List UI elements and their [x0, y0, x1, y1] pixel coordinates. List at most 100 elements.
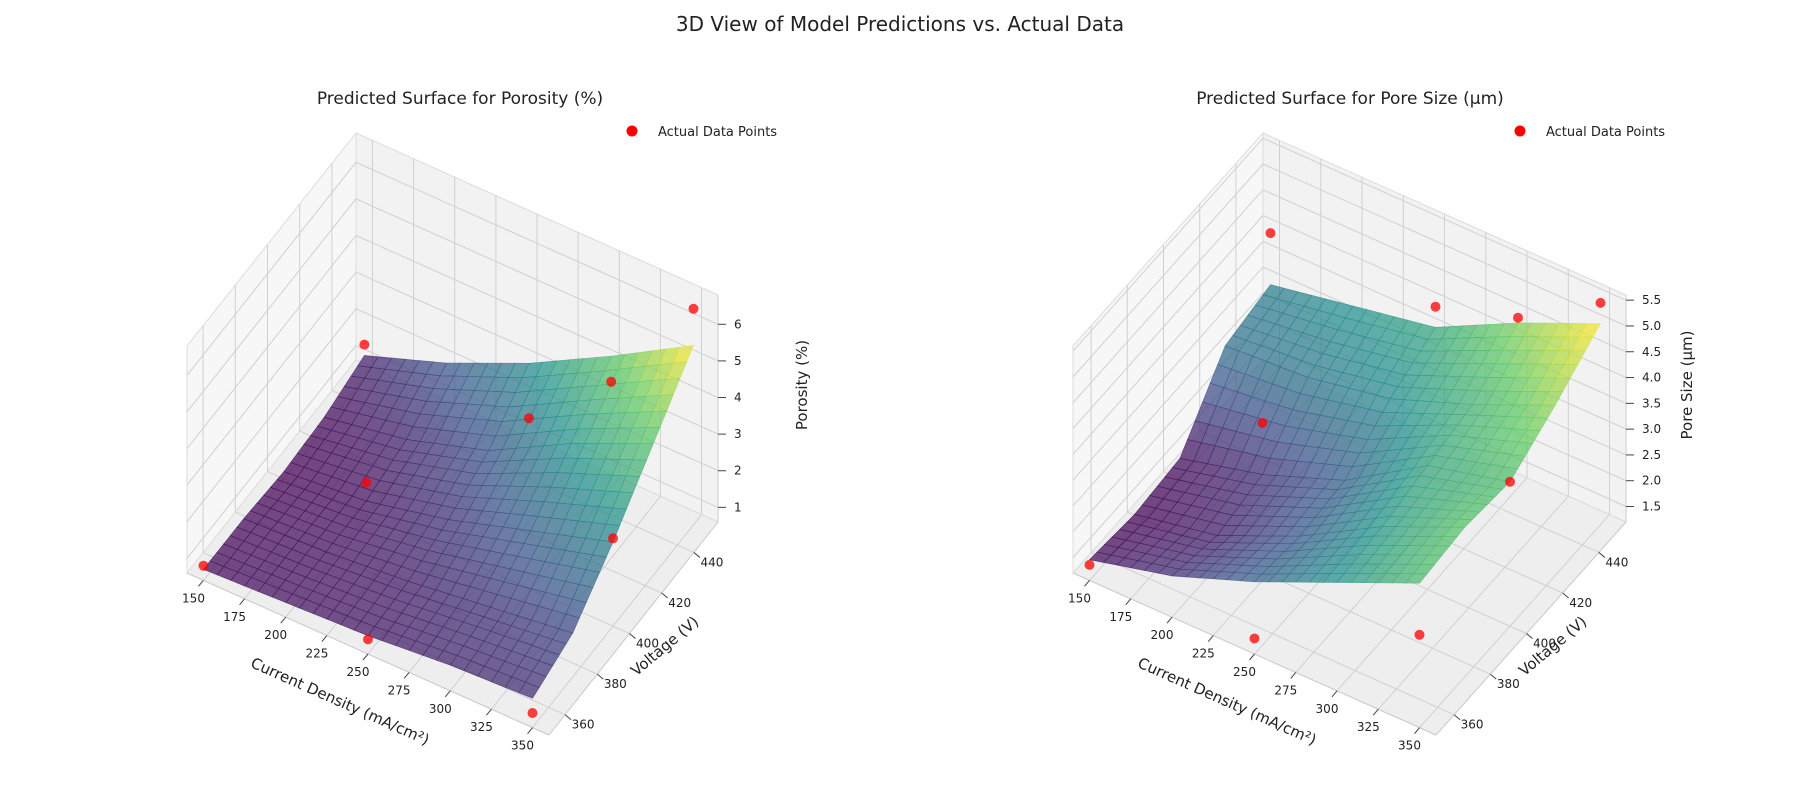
x-tick-mark: [321, 635, 328, 642]
z-tick-label: 6: [734, 317, 742, 331]
x-tick-mark: [527, 727, 533, 734]
x-tick-label: 175: [1109, 610, 1132, 624]
x-tick-label: 275: [388, 683, 411, 697]
legend: Actual Data Points: [626, 125, 777, 140]
x-tick-label: 200: [264, 628, 287, 642]
z-axis-label: Pore Size (μm): [1678, 331, 1696, 440]
z-tick-label: 4.0: [1642, 371, 1661, 385]
x-tick-label: 225: [1192, 647, 1215, 661]
x-tick-mark: [444, 690, 451, 698]
data-point: [198, 560, 209, 571]
data-point: [359, 339, 370, 350]
z-tick-label: 4: [734, 391, 742, 405]
data-point: [1414, 629, 1425, 640]
z-tick-label: 1: [734, 500, 742, 514]
surface-patch: [518, 681, 540, 699]
data-point: [606, 376, 617, 387]
z-tick-label: 2: [734, 464, 742, 478]
x-tick-mark: [486, 708, 492, 716]
x-tick-mark: [403, 672, 410, 679]
x-tick-mark: [1414, 727, 1420, 734]
gridline-x: [1419, 287, 1610, 728]
y-tick-label: 380: [1497, 677, 1520, 691]
x-tick-label: 350: [511, 739, 534, 753]
y-tick-label: 360: [572, 718, 595, 732]
panel-pore-size: 150 175 200 225 250 275 300 325 350 360 380 400 420 4…: [1068, 89, 1696, 753]
y-tick-mark: [1598, 552, 1606, 558]
data-point: [1513, 312, 1523, 323]
gridline-x: [532, 287, 702, 728]
legend-marker: [1514, 125, 1526, 137]
y-axis-line: [1435, 521, 1627, 736]
data-point: [608, 533, 618, 544]
y-tick-mark: [661, 592, 668, 599]
z-tick-label: 3: [734, 427, 742, 441]
legend-label: Actual Data Points: [658, 125, 777, 140]
data-point: [527, 708, 538, 718]
x-tick-label: 175: [223, 610, 246, 624]
x-tick-label: 250: [1233, 665, 1256, 679]
x-tick-label: 300: [1316, 702, 1339, 716]
y-tick-label: 360: [1461, 718, 1484, 732]
x-tick-label: 325: [1357, 720, 1380, 734]
tick-labels: 1501752002252502753003253503603804004204…: [1068, 293, 1661, 752]
z-tick-label: 5: [734, 354, 742, 368]
x-tick-mark: [280, 616, 287, 624]
y-tick-mark: [1489, 673, 1497, 680]
y-tick-label: 440: [700, 555, 723, 569]
y-tick-label: 400: [1533, 637, 1556, 651]
x-tick-mark: [239, 598, 245, 606]
y-tick-label: 420: [668, 596, 691, 610]
x-tick-label: 275: [1274, 683, 1297, 697]
x-tick-mark: [1331, 690, 1338, 698]
y-tick-mark: [1453, 714, 1461, 721]
data-point: [1257, 417, 1268, 428]
data-points: [1084, 228, 1606, 644]
y-tick-mark: [1526, 633, 1533, 639]
x-tick-mark: [1207, 635, 1214, 642]
x-tick-mark: [1084, 580, 1090, 587]
data-point: [1265, 228, 1276, 239]
z-tick-label: 4.5: [1642, 345, 1661, 359]
gridline-z: [1072, 137, 1627, 352]
x-tick-label: 150: [182, 591, 205, 605]
x-tick-mark: [362, 653, 369, 661]
y-tick-label: 420: [1569, 596, 1592, 610]
y-tick-mark: [693, 552, 701, 558]
x-tick-label: 150: [1068, 591, 1091, 605]
y-tick-mark: [1562, 592, 1569, 599]
gridline-z: [186, 234, 719, 449]
data-point: [1595, 297, 1606, 308]
legend-marker: [626, 125, 638, 137]
x-tick-mark: [1372, 708, 1379, 716]
x-tick-label: 250: [347, 665, 370, 679]
gridline-y: [1126, 285, 1491, 675]
z-tick-label: 2.5: [1642, 448, 1661, 462]
surface: [1088, 284, 1602, 584]
z-tick-label: 5.0: [1642, 319, 1661, 333]
data-point: [1430, 301, 1441, 312]
data-point: [688, 303, 699, 314]
y-tick-label: 400: [636, 637, 659, 651]
surface-patch: [1405, 573, 1428, 584]
data-point: [524, 413, 534, 424]
data-point: [363, 634, 373, 645]
gridline-z: [1072, 163, 1627, 378]
tick-labels: 150 175 200 225 250 275 300 3 2 5 350 360 380 400 420 4…: [182, 317, 742, 752]
figure-suptitle: 3D View of Model Predictions vs. Actual …: [676, 12, 1124, 36]
data-point: [361, 477, 372, 488]
data-point: [1084, 559, 1095, 570]
y-tick-label: 380: [604, 677, 627, 691]
x-tick-label: 300: [429, 702, 452, 716]
gridline-y: [1090, 325, 1455, 716]
z-tick-label: 3.0: [1642, 422, 1661, 436]
x-tick-mark: [1166, 616, 1173, 624]
x-tick-label: 225: [305, 647, 328, 661]
x-tick-label: 200: [1151, 628, 1174, 642]
z-tick-label: 3.5: [1642, 396, 1661, 410]
y-tick-mark: [564, 714, 572, 721]
panel-title: Predicted Surface for Pore Size (μm): [1196, 89, 1504, 109]
y-tick-label: 440: [1605, 555, 1628, 569]
x-tick-mark: [1249, 653, 1255, 661]
